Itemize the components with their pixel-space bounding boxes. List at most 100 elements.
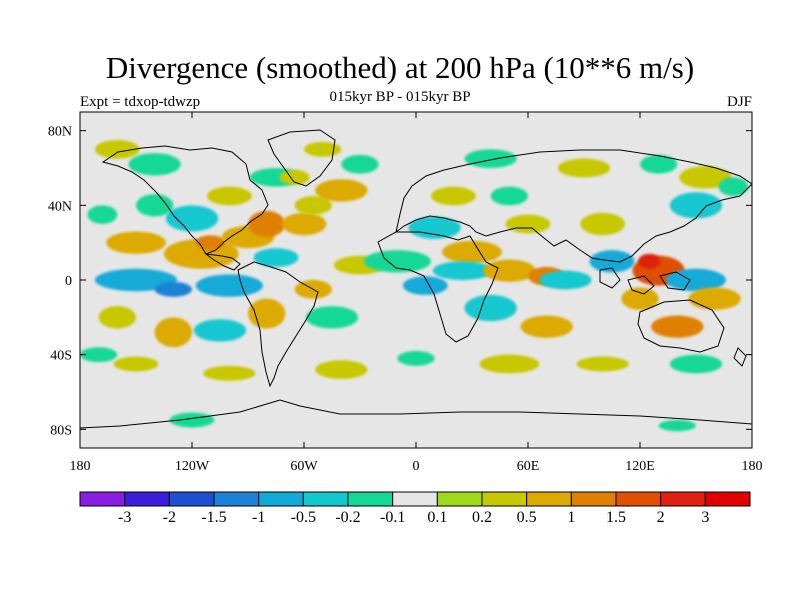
- coastline-africa-eurasia: [377, 149, 752, 343]
- field-contour-region: [640, 154, 678, 174]
- field-contour-region: [279, 169, 310, 185]
- field-contour-region: [638, 253, 661, 269]
- colorbar-swatch: [436, 491, 483, 507]
- field-contour-region: [557, 158, 611, 178]
- colorbar-label: 2: [657, 509, 665, 526]
- field-contour-region: [432, 261, 493, 280]
- colorbar-label: 1: [567, 509, 575, 526]
- field-contour-region: [539, 270, 592, 290]
- field-contour-region: [165, 205, 219, 232]
- colorbar-swatch: [570, 491, 617, 507]
- y-tick-label: 0: [65, 274, 72, 289]
- field-contour-region: [106, 231, 166, 254]
- field-contour-region: [669, 354, 723, 374]
- field-contour-region: [363, 250, 431, 273]
- x-tick-label: 180: [742, 459, 763, 474]
- y-tick-label: 80S: [50, 423, 72, 438]
- x-tick-label: 120W: [175, 459, 210, 474]
- field-contour-region: [576, 356, 629, 372]
- colorbar-swatch: [481, 491, 528, 507]
- colorbar-label: -2: [163, 509, 176, 526]
- x-tick-labels: 180 120W 60W 0 60E 120E 180: [70, 459, 763, 474]
- field-contour-region: [94, 268, 178, 292]
- colorbar-label: -0.2: [335, 509, 360, 526]
- field-contour-region: [669, 192, 723, 219]
- y-tick-labels: 80N 40N 0 40S 80S: [48, 125, 72, 439]
- field-contour-region: [315, 179, 368, 202]
- field-contour-region: [80, 347, 118, 363]
- field-contour-region: [195, 235, 226, 251]
- colorbar-swatch: [660, 491, 706, 507]
- field-contour-region: [397, 350, 435, 366]
- field-contour-region: [658, 420, 696, 432]
- field-contour-region: [128, 153, 181, 176]
- colorbar-label: 0.1: [427, 509, 447, 526]
- divergence-field: [80, 140, 749, 432]
- field-contour-region: [193, 319, 247, 342]
- coastline-south-america: [237, 261, 319, 388]
- coastline-australia: [637, 299, 725, 353]
- colorbar-swatch: [79, 491, 126, 507]
- field-contour-region: [87, 205, 118, 225]
- field-contour-region: [195, 274, 263, 297]
- field-contour-region: [402, 276, 448, 295]
- coastline-greenland: [267, 129, 336, 187]
- x-tick-label: 180: [70, 459, 91, 474]
- map-title: Divergence (smoothed) at 200 hPa (10**6 …: [105, 50, 695, 85]
- field-contour-region: [688, 287, 741, 310]
- coastline-antarctica: [80, 399, 752, 429]
- colorbar-swatch: [302, 491, 349, 507]
- field-contour-region: [621, 287, 659, 310]
- field-contour-region: [281, 212, 327, 236]
- axis-ticks: [79, 112, 753, 448]
- field-contour-region: [169, 412, 215, 428]
- field-contour-region: [520, 315, 573, 338]
- coastline-central-america: [204, 253, 241, 271]
- field-contour-region: [247, 210, 286, 238]
- field-contour-region: [113, 356, 159, 372]
- y-tick-label: 40N: [48, 199, 72, 214]
- field-contour-region: [580, 212, 626, 236]
- field-contour-region: [490, 186, 528, 206]
- colorbar-swatch: [124, 491, 170, 507]
- y-tick-label: 40S: [50, 349, 72, 364]
- colorbar-swatch: [615, 491, 662, 507]
- x-tick-label: 120E: [625, 459, 655, 474]
- colorbar-swatch: [347, 491, 394, 507]
- field-contour-region: [315, 360, 368, 379]
- field-contour-region: [304, 141, 342, 157]
- colorbar-label: -3: [118, 509, 131, 526]
- x-tick-label: 60W: [290, 459, 318, 474]
- colorbar-label: -0.1: [380, 509, 405, 526]
- field-contour-region: [479, 354, 540, 374]
- field-contour-region: [430, 186, 476, 206]
- field-contour-region: [464, 294, 517, 322]
- field-contour-region: [203, 365, 256, 381]
- colorbar-label: 3: [701, 509, 709, 526]
- field-contour-region: [408, 216, 461, 239]
- field-contour-region: [679, 166, 732, 189]
- colorbar-swatch: [258, 491, 304, 507]
- coastline-southeast-asia: [599, 267, 691, 295]
- field-contour-region: [154, 281, 192, 297]
- map-subtitle: 015kyr BP - 015kyr BP: [329, 89, 471, 105]
- coastline-new-zealand: [733, 347, 747, 367]
- colorbar-swatch: [704, 491, 751, 507]
- colorbar-label: 1.5: [606, 509, 626, 526]
- colorbar-swatch: [526, 491, 572, 507]
- colorbar-swatch: [168, 491, 215, 507]
- field-contour-region: [442, 240, 502, 264]
- field-contour-region: [206, 186, 252, 206]
- field-contour-region: [154, 317, 192, 348]
- experiment-label: Expt = tdxop-tdwzp: [80, 94, 201, 110]
- field-contour-region: [718, 177, 749, 197]
- colorbar: -3 -2 -1.5 -1 -0.5 -0.2 -0.1 0.1 0.2 0.5 1 1.5 2 3: [79, 491, 751, 526]
- field-contour-region: [464, 149, 517, 169]
- colorbar-label: -0.5: [291, 509, 316, 526]
- field-contour-region: [341, 154, 379, 174]
- colorbar-label: 0.5: [517, 509, 537, 526]
- field-contour-region: [247, 298, 286, 329]
- field-contour-region: [305, 306, 359, 329]
- coastlines: [80, 129, 752, 429]
- colorbar-label: -1: [252, 509, 265, 526]
